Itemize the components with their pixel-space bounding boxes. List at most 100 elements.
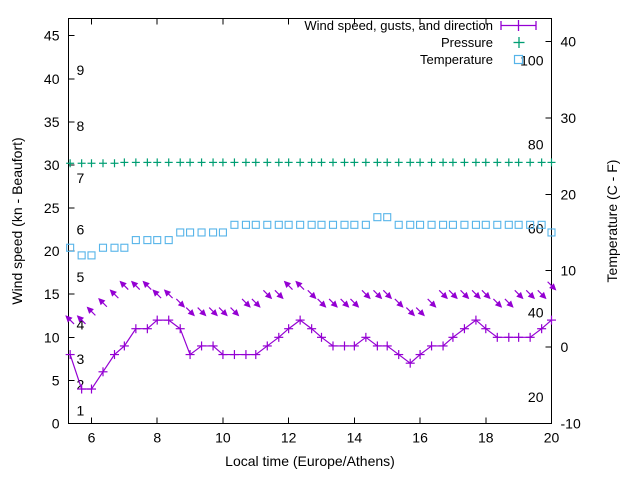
gust-arrow-head bbox=[253, 300, 261, 308]
gust-arrow-head bbox=[374, 291, 383, 300]
temperature-point bbox=[263, 220, 272, 229]
gust-arrow-head bbox=[506, 300, 514, 308]
temperature-point bbox=[77, 251, 86, 260]
y-axis-right-tick-label: -10 bbox=[561, 416, 581, 432]
y-axis-right-tick-label: 20 bbox=[561, 186, 577, 202]
temperature-point bbox=[427, 220, 436, 229]
beaufort-label: 9 bbox=[77, 62, 85, 78]
gust-arrow-head bbox=[232, 309, 240, 317]
temperature-point bbox=[514, 220, 523, 229]
legend-swatch-pressure bbox=[513, 37, 525, 48]
x-axis-title: Local time (Europe/Athens) bbox=[225, 453, 395, 469]
gust-arrow-head bbox=[220, 309, 228, 317]
temperature-point bbox=[153, 236, 162, 245]
gust-arrow-head bbox=[243, 300, 251, 308]
fahrenheit-label: 60 bbox=[528, 221, 544, 237]
gust-arrow-head bbox=[152, 289, 160, 297]
gust-arrow-head bbox=[130, 280, 139, 289]
y-axis-right-title: Temperature (C - F) bbox=[604, 160, 620, 283]
y-axis-left-tick-label: 35 bbox=[44, 114, 60, 130]
chart-legend: Wind speed, gusts, and direction Pressur… bbox=[304, 18, 537, 67]
temperature-point bbox=[66, 243, 75, 252]
beaufort-label: 7 bbox=[77, 170, 85, 186]
legend-swatch-wind bbox=[500, 20, 537, 31]
temperature-point bbox=[131, 236, 140, 245]
gust-arrow-head bbox=[440, 291, 448, 300]
y-axis-right-tick-label: 30 bbox=[561, 110, 577, 126]
y-axis-left-title: Wind speed (kn - Beaufort) bbox=[9, 137, 25, 304]
gust-arrow-head bbox=[516, 291, 524, 300]
y-axis-left: 0 5 10 15 20 25 30 35 40 45 bbox=[44, 28, 75, 432]
gust-arrow-head bbox=[65, 315, 73, 323]
y-axis-right-tick-label: 0 bbox=[561, 339, 569, 355]
temperature-point bbox=[197, 228, 206, 237]
temperature-point bbox=[340, 220, 349, 229]
series-gust-direction-arrows bbox=[65, 280, 557, 325]
temperature-point bbox=[164, 236, 173, 245]
legend-swatch-temperature bbox=[513, 54, 524, 65]
temperature-point bbox=[307, 220, 316, 229]
temperature-point bbox=[481, 220, 490, 229]
temperature-point bbox=[296, 220, 305, 229]
temperature-point bbox=[87, 251, 96, 260]
gust-arrow-head bbox=[494, 300, 503, 308]
temperature-point bbox=[350, 220, 359, 229]
series-temperature bbox=[66, 213, 556, 260]
y-axis-left-tick-label: 10 bbox=[44, 329, 60, 345]
fahrenheit-label: 100 bbox=[520, 53, 544, 69]
y-axis-left-tick-label: 45 bbox=[44, 28, 60, 44]
gust-arrow-head bbox=[396, 300, 404, 308]
gust-arrow-head bbox=[142, 280, 150, 289]
gust-arrow-head bbox=[199, 309, 207, 317]
gust-arrow-head bbox=[276, 291, 284, 300]
fahrenheit-label: 40 bbox=[528, 305, 544, 321]
gust-arrow-head bbox=[283, 280, 292, 289]
fahrenheit-scale-labels: 20 40 60 80 100 bbox=[520, 53, 544, 405]
gust-arrow-head bbox=[351, 300, 360, 308]
gust-arrow-head bbox=[539, 291, 547, 300]
gust-arrow-head bbox=[210, 309, 218, 317]
gust-arrow-head bbox=[363, 291, 371, 300]
x-axis-tick-label: 12 bbox=[281, 430, 297, 446]
gust-arrow-head bbox=[295, 280, 303, 289]
gust-arrow-head bbox=[450, 291, 458, 300]
temperature-point bbox=[493, 220, 502, 229]
gust-arrow-head bbox=[86, 306, 94, 314]
gust-arrow-head bbox=[187, 309, 195, 317]
y-axis-left-tick-label: 30 bbox=[44, 157, 60, 173]
gust-arrow-head bbox=[330, 300, 338, 308]
gust-arrow-head bbox=[342, 300, 350, 308]
temperature-point bbox=[120, 243, 129, 252]
beaufort-label: 8 bbox=[77, 118, 85, 134]
x-axis-time: 6 8 10 12 14 16 18 20 bbox=[88, 18, 560, 446]
gust-arrow-head bbox=[109, 289, 117, 297]
temperature-point bbox=[186, 228, 195, 237]
gust-arrow-head bbox=[429, 300, 437, 308]
temperature-point bbox=[526, 220, 535, 229]
y-axis-left-tick-label: 5 bbox=[52, 372, 60, 388]
temperature-point bbox=[394, 220, 403, 229]
gust-arrow-head bbox=[527, 291, 536, 300]
temperature-point bbox=[110, 243, 119, 252]
x-axis-tick-label: 10 bbox=[215, 430, 231, 446]
fahrenheit-label: 20 bbox=[528, 389, 544, 405]
series-wind-speed bbox=[65, 315, 556, 394]
gust-arrow-head bbox=[177, 300, 186, 308]
temperature-point bbox=[98, 243, 108, 252]
temperature-point bbox=[230, 220, 239, 229]
gust-arrow-head bbox=[462, 291, 470, 300]
gust-arrow-head bbox=[384, 291, 393, 300]
series-pressure bbox=[66, 158, 556, 168]
temperature-point bbox=[274, 220, 283, 229]
temperature-point bbox=[547, 228, 556, 237]
gust-arrow-head bbox=[549, 283, 557, 291]
beaufort-label: 1 bbox=[77, 403, 85, 419]
gust-arrow-head bbox=[119, 280, 127, 289]
temperature-point bbox=[209, 228, 218, 237]
y-axis-left-tick-label: 0 bbox=[52, 416, 60, 432]
temperature-point bbox=[143, 236, 152, 245]
x-axis-tick-label: 20 bbox=[544, 430, 560, 446]
temperature-point bbox=[284, 220, 293, 229]
x-axis-tick-label: 14 bbox=[347, 430, 363, 446]
